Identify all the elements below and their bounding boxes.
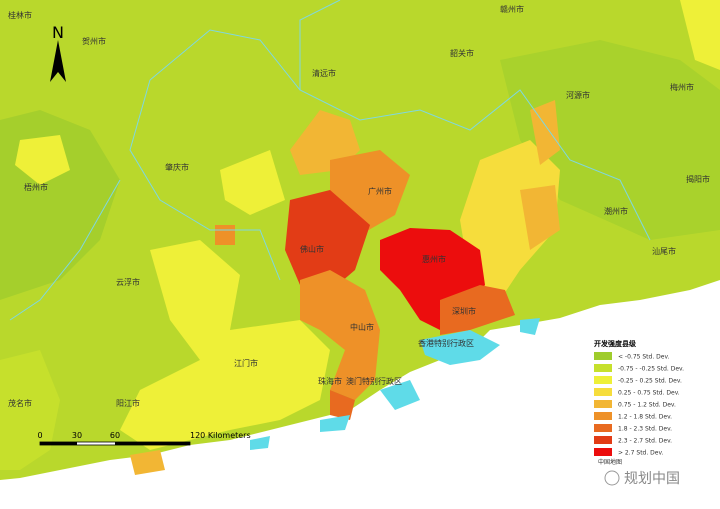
legend-label: 1.2 - 1.8 Std. Dev. [618,414,672,421]
legend-swatch [594,424,612,432]
city-label: 云浮市 [116,277,140,287]
watermark-icon [604,470,620,486]
city-label: 揭阳市 [686,174,710,184]
region [285,190,370,300]
city-label: 清远市 [312,68,336,78]
region [130,450,165,475]
legend-swatch [594,436,612,444]
region [530,100,560,165]
city-label: 桂林市 [8,10,32,20]
islands [250,318,540,450]
legend-label: -0.75 - -0.25 Std. Dev. [618,366,684,373]
legend-swatch [594,364,612,372]
legend-swatch [594,388,612,396]
city-label: 赣州市 [500,4,524,14]
city-label: 深圳市 [452,306,476,316]
legend-swatch [594,352,612,360]
city-label: 澳门特别行政区 [346,376,402,386]
scale-bar: 0 30 60 120 Kilometers [37,431,251,446]
city-label: 肇庆市 [165,162,189,172]
city-label: 珠海市 [318,376,342,386]
city-label: 潮州市 [604,206,628,216]
region [680,0,720,70]
region [300,270,380,400]
region [440,285,515,335]
scale-label: 30 [72,431,82,440]
scale-label: 120 Kilometers [190,431,251,440]
legend-label: -0.25 - 0.25 Std. Dev. [618,378,682,385]
city-label: 贺州市 [82,36,106,46]
legend-swatch [594,412,612,420]
scale-label: 0 [37,431,42,440]
city-label: 中山市 [350,322,374,332]
legend-title: 开发强度县级 [594,339,637,348]
city-label: 阳江市 [116,398,140,408]
legend-label: 0.75 - 1.2 Std. Dev. [618,402,676,409]
city-label: 佛山市 [300,244,324,254]
city-label: 梧州市 [24,182,48,192]
north-arrow [50,40,66,82]
region [520,185,560,250]
city-label: 茂名市 [8,398,32,408]
region [120,240,330,450]
region [0,350,60,470]
region [215,225,235,245]
scale-label: 60 [110,431,120,440]
city-label: 河源市 [566,90,590,100]
legend-swatch [594,400,612,408]
legend-swatch [594,376,612,384]
legend: 开发强度县级 中国地图 < -0.75 Std. Dev. -0.75 - -0.… [588,336,714,466]
legend-label: > 2.7 Std. Dev. [618,450,664,457]
legend-label: 1.8 - 2.3 Std. Dev. [618,426,672,433]
city-label: 广州市 [368,186,392,196]
legend-label: < -0.75 Std. Dev. [618,354,670,361]
city-label: 江门市 [234,358,258,368]
legend-swatch [594,448,612,456]
city-label: 韶关市 [450,48,474,58]
north-label: N [52,23,64,42]
legend-note: 中国地图 [598,458,622,466]
region [15,135,70,185]
region [330,390,355,420]
watermark: 规划中国 [624,471,680,487]
region [220,150,285,215]
boundaries [9,0,651,321]
legend-label: 0.25 - 0.75 Std. Dev. [618,390,680,397]
city-label: 梅州市 [670,82,694,92]
region [460,140,560,300]
city-label: 惠州市 [422,254,446,264]
city-label: 汕尾市 [652,246,676,256]
legend-label: 2.3 - 2.7 Std. Dev. [618,438,672,445]
city-label: 香港特别行政区 [418,338,474,348]
